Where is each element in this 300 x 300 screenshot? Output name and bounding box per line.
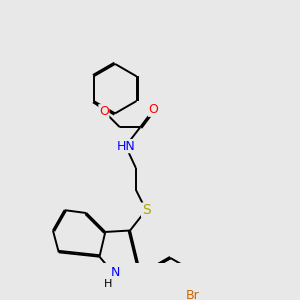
Text: O: O [99, 105, 109, 118]
Text: N: N [111, 266, 120, 279]
Text: O: O [148, 103, 158, 116]
Text: H: H [104, 279, 112, 289]
Text: S: S [142, 203, 150, 217]
Text: Br: Br [185, 290, 199, 300]
Text: HN: HN [116, 140, 135, 153]
